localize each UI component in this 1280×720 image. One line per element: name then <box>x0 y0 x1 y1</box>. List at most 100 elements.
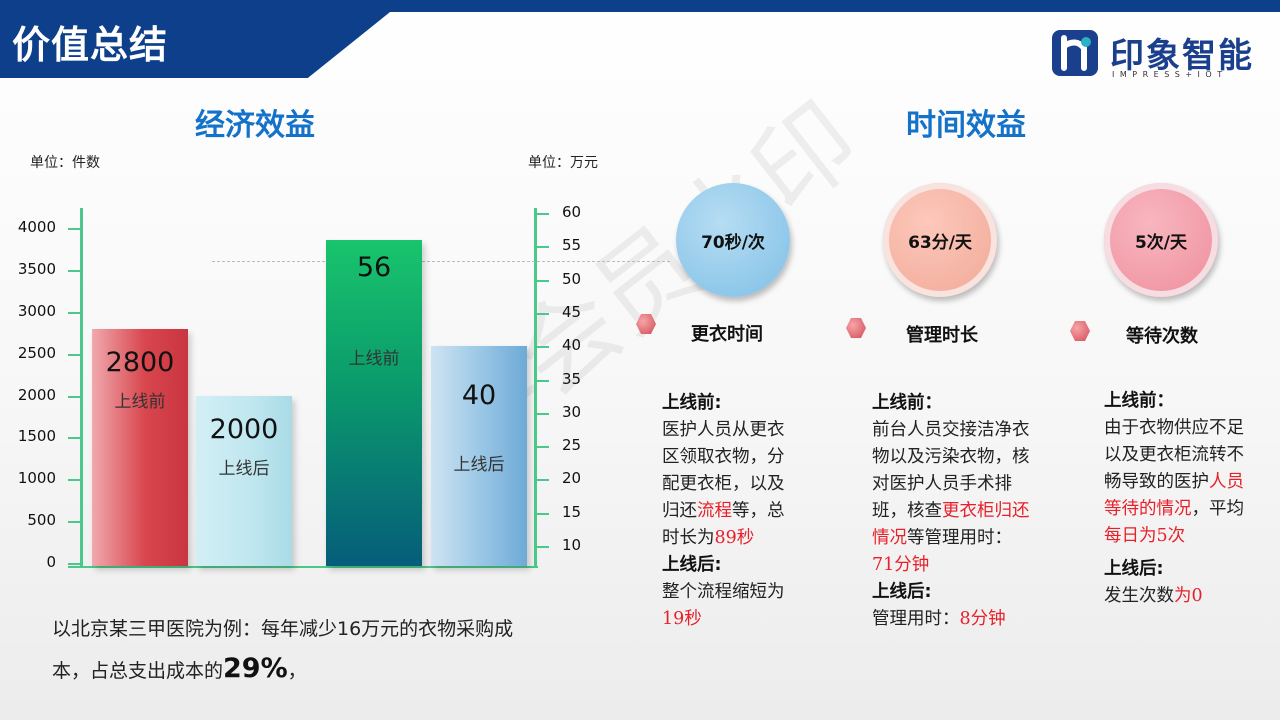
left-tick-label: 1000 <box>17 469 56 488</box>
summary-tail: ， <box>287 660 307 682</box>
left-tick-label: 500 <box>27 511 56 530</box>
column-wait-count: 上线前： 由于衣物供应不足以及更衣柜流转不畅导致的医护人员等待的情况，平均每日为… <box>1104 388 1249 610</box>
hex-bullet-icon <box>1070 321 1090 341</box>
right-tick-mark <box>537 412 549 415</box>
hex-bullet-icon <box>846 318 866 338</box>
logo-icon <box>1052 30 1098 76</box>
text: 整个流程缩短为 <box>662 582 785 602</box>
right-tick-label: 60 <box>562 203 582 221</box>
highlight: 每日为5次 <box>1104 526 1186 546</box>
right-tick-mark <box>537 546 549 548</box>
left-tick-mark <box>68 395 80 398</box>
right-tick-mark <box>537 213 549 215</box>
left-tick-label: 3000 <box>17 301 56 320</box>
bar <box>196 395 292 566</box>
highlight: 71分钟 <box>872 555 930 575</box>
summary-text: 以北京某三甲医院为例：每年减少16万元的衣物采购成本，占总支出成本的29%， <box>52 609 542 691</box>
after-label: 上线后: <box>1104 559 1164 579</box>
bar-chart: 4000 3500 3000 2500 2000 1500 1000 500 0 60 55 50 4… <box>0 0 670 600</box>
page-title: 价值总结 <box>12 23 169 67</box>
unit-left: 单位：件数 <box>30 155 100 171</box>
bar-value-label: 2000 <box>209 413 279 445</box>
text: 管理用时： <box>872 609 960 629</box>
reference-line <box>212 261 670 262</box>
after-label: 上线后: <box>662 555 722 575</box>
highlight: 19秒 <box>662 609 702 629</box>
bar-value-label: 2800 <box>105 346 175 378</box>
left-tick-label: 4000 <box>17 218 56 236</box>
economic-title: 经济效益 <box>195 108 315 143</box>
highlight: 流程 <box>697 501 732 521</box>
left-tick-label: 1500 <box>17 427 56 446</box>
bar-category-label: 上线后 <box>218 458 270 479</box>
left-tick-mark <box>68 269 80 272</box>
logo-text: 印象智能 <box>1110 36 1254 76</box>
left-tick-mark <box>68 521 80 524</box>
column-change-time: 上线前: 医护人员从更衣区领取衣物，分配更衣柜，以及归还流程等，总时长为89秒 … <box>662 390 797 633</box>
circle-wait-count: 5次/天 <box>1104 183 1218 297</box>
right-tick-label: 45 <box>562 302 582 321</box>
highlight: 为0 <box>1174 586 1203 606</box>
highlight: 更衣柜归还情况 <box>872 501 1030 548</box>
highlight: 8分钟 <box>959 609 1006 629</box>
time-title: 时间效益 <box>906 108 1026 143</box>
right-axis-line <box>534 208 537 568</box>
hex-bullet-icon <box>636 314 656 334</box>
left-tick-mark <box>68 563 80 565</box>
text: 由于衣物供应不足以及更衣柜流转不畅导致的医护 <box>1104 418 1244 492</box>
right-tick-label: 15 <box>562 502 582 521</box>
right-tick-mark <box>537 512 549 515</box>
right-tick-mark <box>537 446 549 449</box>
bar-category-label: 上线前 <box>348 348 400 369</box>
right-tick-mark <box>537 279 549 282</box>
right-tick-mark <box>537 479 549 482</box>
highlight: 人员等待的情况 <box>1104 472 1244 519</box>
circle-change-time: 70秒/次 <box>676 183 790 297</box>
after-label: 上线后: <box>872 582 932 602</box>
bar-category-label: 上线后 <box>453 455 505 476</box>
bar-category-label: 上线前 <box>114 391 166 412</box>
right-tick-mark <box>537 312 549 315</box>
right-tick-mark <box>537 379 549 382</box>
right-tick-label: 55 <box>562 236 582 255</box>
label-wait-count: 等待次数 <box>1126 326 1198 347</box>
left-tick-label: 3500 <box>17 259 56 278</box>
highlight: 89秒 <box>714 528 755 548</box>
right-tick-mark <box>537 246 549 249</box>
before-label: 上线前： <box>1104 391 1174 411</box>
left-tick-mark <box>68 437 80 440</box>
summary-percent: 29% <box>223 653 288 684</box>
left-tick-mark <box>68 479 80 482</box>
left-tick-mark <box>68 311 80 314</box>
column-manage-time: 上线前： 前台人员交接洁净衣物以及污染衣物，核对医护人员手术排班，核查更衣柜归还… <box>872 390 1032 633</box>
right-tick-label: 40 <box>562 336 582 355</box>
logo-subtitle: IMPRESS+IOT <box>1112 70 1228 79</box>
left-tick-mark <box>68 228 80 230</box>
label-manage-time: 管理时长 <box>906 325 978 346</box>
bar <box>431 346 527 566</box>
right-tick-label: 10 <box>562 536 582 554</box>
left-tick-mark <box>68 353 80 356</box>
right-tick-label: 50 <box>562 269 582 288</box>
text: 等管理用时： <box>907 528 1012 548</box>
left-axis-line <box>80 208 83 568</box>
unit-right: 单位：万元 <box>528 155 598 171</box>
text: 等，总时长为 <box>662 501 785 548</box>
circle-manage-time: 63分/天 <box>883 183 997 297</box>
before-label: 上线前： <box>872 393 942 413</box>
right-tick-label: 30 <box>562 402 582 421</box>
right-tick-label: 25 <box>562 436 582 455</box>
left-tick-label: 2000 <box>17 385 56 404</box>
text: 前台人员交接洁净衣物以及污染衣物，核对医护人员手术排班，核查 <box>872 420 1030 521</box>
left-tick-label: 2500 <box>17 343 56 362</box>
bar <box>92 328 188 566</box>
text: ，平均 <box>1191 499 1245 519</box>
text: 医护人员从更衣区领取衣物，分配更衣柜，以及归还 <box>662 420 785 521</box>
label-change-time: 更衣时间 <box>691 324 763 345</box>
bar-value-label: 40 <box>461 380 497 412</box>
x-axis-line <box>68 566 538 568</box>
right-tick-label: 20 <box>562 469 582 488</box>
summary-body: 以北京某三甲医院为例：每年减少16万元的衣物采购成本，占总支出成本的 <box>52 618 514 682</box>
right-tick-label: 35 <box>562 369 582 388</box>
left-tick-label: 0 <box>46 553 56 571</box>
